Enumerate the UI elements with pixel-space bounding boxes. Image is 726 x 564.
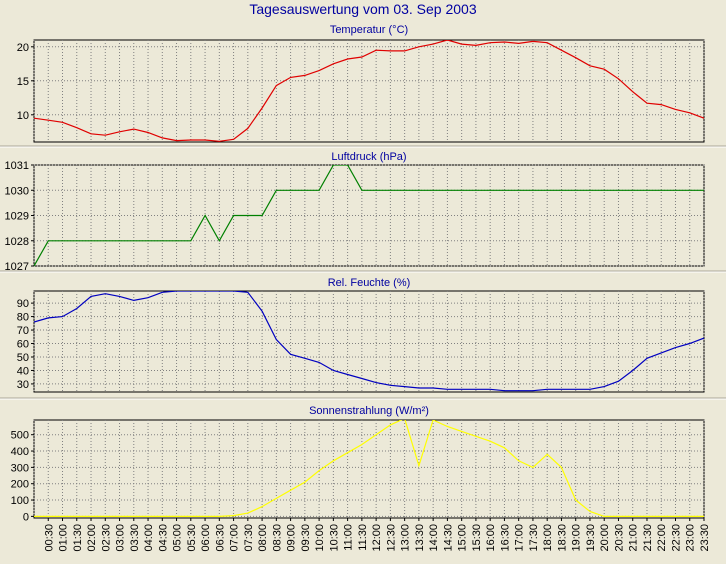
chart-title: Temperatur (°C) xyxy=(330,24,408,36)
series-line xyxy=(34,165,704,266)
x-tick-label: 08:30 xyxy=(271,524,283,552)
x-tick-label: 09:30 xyxy=(300,524,312,552)
chart-title: Rel. Feuchte (%) xyxy=(328,277,411,289)
x-tick-label: 20:00 xyxy=(599,524,611,552)
x-tick-label: 05:30 xyxy=(186,524,198,552)
plot-area xyxy=(33,290,705,393)
x-tick-label: 01:00 xyxy=(58,524,70,552)
x-tick-label: 18:30 xyxy=(556,524,568,552)
plot-area xyxy=(33,164,705,267)
chart-title: Luftdruck (hPa) xyxy=(331,151,406,163)
x-tick-label: 15:30 xyxy=(471,524,483,552)
x-tick-label: 21:00 xyxy=(628,524,640,552)
chart-title: Sonnenstrahlung (W/m²) xyxy=(309,405,429,417)
y-tick-label: 1027 xyxy=(5,261,29,273)
x-tick-label: 16:30 xyxy=(499,524,511,552)
y-tick-label: 1030 xyxy=(5,185,29,197)
x-tick-label: 15:00 xyxy=(457,524,469,552)
x-tick-label: 10:30 xyxy=(328,524,340,552)
x-tick-label: 08:00 xyxy=(257,524,269,552)
x-tick-label: 23:30 xyxy=(699,524,711,552)
x-tick-label: 09:00 xyxy=(286,524,298,552)
x-tick-label: 12:00 xyxy=(371,524,383,552)
y-tick-label: 100 xyxy=(11,495,29,507)
x-tick-label: 07:00 xyxy=(229,524,241,552)
page-title: Tagesauswertung vom 03. Sep 2003 xyxy=(249,1,477,17)
plot-area xyxy=(33,39,705,143)
y-tick-label: 300 xyxy=(11,462,29,474)
y-tick-label: 200 xyxy=(11,479,29,491)
y-tick-label: 10 xyxy=(17,110,29,122)
x-tick-label: 22:00 xyxy=(656,524,668,552)
y-tick-label: 500 xyxy=(11,430,29,442)
x-tick-label: 01:30 xyxy=(72,524,84,552)
x-tick-label: 05:00 xyxy=(172,524,184,552)
x-tick-label: 20:30 xyxy=(613,524,625,552)
y-tick-label: 90 xyxy=(17,298,29,310)
x-tick-label: 07:30 xyxy=(243,524,255,552)
y-tick-label: 80 xyxy=(17,312,29,324)
x-tick-label: 04:00 xyxy=(143,524,155,552)
x-tick-label: 13:00 xyxy=(400,524,412,552)
x-tick-label: 21:30 xyxy=(642,524,654,552)
y-tick-label: 70 xyxy=(17,325,29,337)
x-tick-label: 17:00 xyxy=(514,524,526,552)
x-tick-label: 06:00 xyxy=(200,524,212,552)
x-tick-label: 22:30 xyxy=(670,524,682,552)
charts-area: Temperatur (°C) 10 15 20 Luftdruck (hPa) 1027… xyxy=(0,24,726,552)
y-tick-label: 60 xyxy=(17,339,29,351)
x-tick-label: 02:00 xyxy=(86,524,98,552)
x-tick-label: 14:00 xyxy=(428,524,440,552)
y-tick-label: 20 xyxy=(17,42,29,54)
y-tick-label: 15 xyxy=(17,76,29,88)
x-tick-label: 13:30 xyxy=(414,524,426,552)
x-tick-label: 14:30 xyxy=(442,524,454,552)
y-tick-label: 40 xyxy=(17,365,29,377)
plot-area xyxy=(33,419,705,519)
x-tick-label: 02:30 xyxy=(100,524,112,552)
x-tick-label: 11:30 xyxy=(357,524,369,551)
x-tick-label: 11:00 xyxy=(343,524,355,551)
x-tick-label: 23:00 xyxy=(685,524,697,552)
x-tick-label: 16:00 xyxy=(485,524,497,552)
y-tick-label: 30 xyxy=(17,379,29,391)
x-tick-label: 00:30 xyxy=(43,524,55,552)
y-tick-label: 1031 xyxy=(5,160,29,172)
x-tick-label: 17:30 xyxy=(528,524,540,552)
x-tick-label: 19:30 xyxy=(585,524,597,552)
y-tick-label: 400 xyxy=(11,446,29,458)
x-tick-label: 04:30 xyxy=(157,524,169,552)
series-line xyxy=(34,40,704,142)
x-tick-label: 10:00 xyxy=(314,524,326,552)
x-tick-label: 03:00 xyxy=(115,524,127,552)
x-tick-label: 06:30 xyxy=(214,524,226,552)
series-line xyxy=(34,291,704,392)
y-tick-label: 0 xyxy=(23,511,29,523)
series-line xyxy=(34,420,704,517)
x-tick-label: 03:30 xyxy=(129,524,141,552)
y-tick-label: 1028 xyxy=(5,236,29,248)
y-tick-label: 50 xyxy=(17,352,29,364)
x-tick-label: 12:30 xyxy=(385,524,397,552)
x-tick-label: 18:00 xyxy=(542,524,554,552)
x-tick-label: 19:00 xyxy=(571,524,583,552)
y-tick-label: 1029 xyxy=(5,211,29,223)
